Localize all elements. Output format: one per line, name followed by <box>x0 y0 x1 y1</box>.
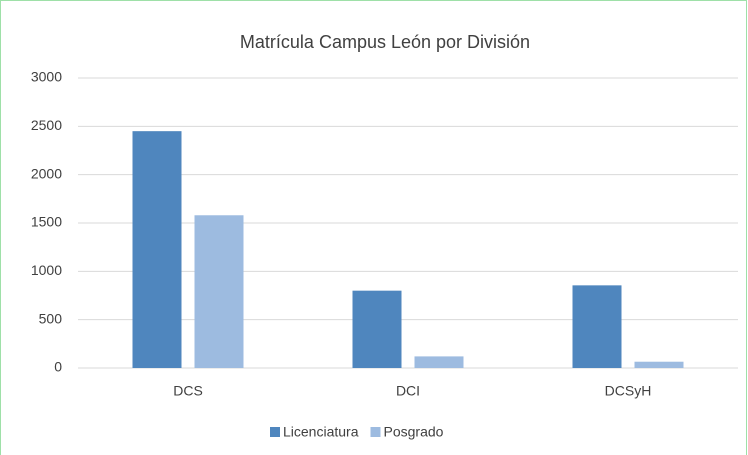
chart-title: Matrícula Campus León por División <box>240 32 530 52</box>
bar <box>414 356 464 368</box>
y-tick-label: 500 <box>39 310 63 326</box>
y-tick-label: 2500 <box>31 117 62 133</box>
bar <box>132 131 182 368</box>
bar <box>634 361 684 368</box>
x-tick-label: DCI <box>396 383 420 399</box>
legend-label: Licenciatura <box>283 424 359 440</box>
y-tick-label: 1500 <box>31 214 62 230</box>
y-tick-label: 1000 <box>31 262 62 278</box>
x-tick-label: DCSyH <box>605 383 652 399</box>
legend-swatch <box>270 427 280 437</box>
bar <box>572 285 622 368</box>
legend-label: Posgrado <box>384 424 444 440</box>
bar <box>194 215 244 368</box>
bar <box>352 290 402 368</box>
y-tick-label: 3000 <box>31 69 62 85</box>
y-tick-label: 2000 <box>31 165 62 181</box>
y-tick-label: 0 <box>54 359 62 375</box>
legend-swatch <box>370 427 381 437</box>
x-tick-label: DCS <box>173 383 203 399</box>
